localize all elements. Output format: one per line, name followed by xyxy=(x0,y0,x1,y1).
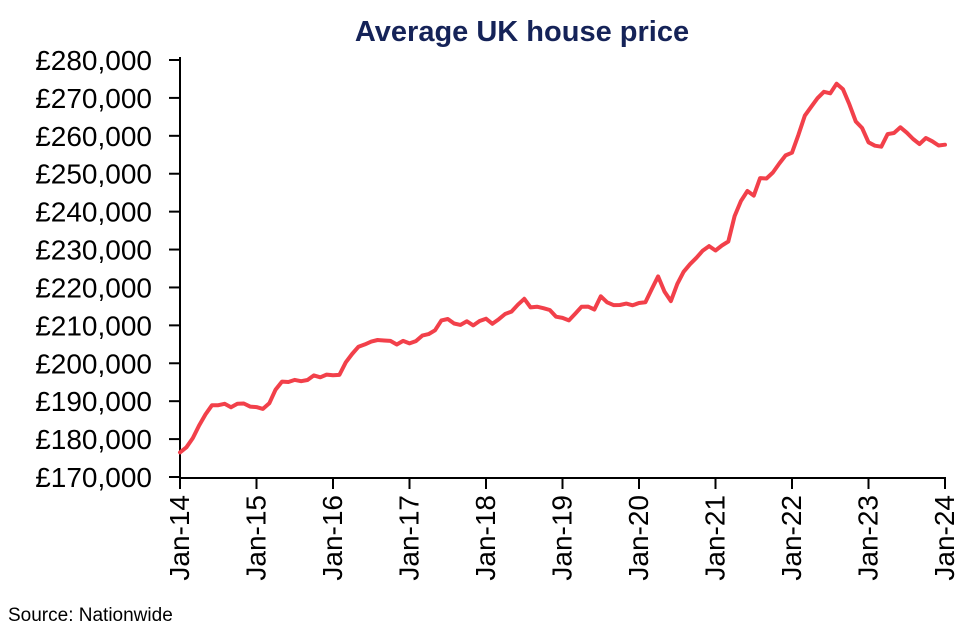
price-line xyxy=(178,81,947,455)
y-tick-label: £210,000 xyxy=(35,310,152,341)
x-tick-label: Jan-15 xyxy=(241,495,272,581)
source-note: Source: Nationwide xyxy=(8,605,173,626)
y-tick-label: £190,000 xyxy=(35,386,152,417)
chart-title: Average UK house price xyxy=(354,16,690,48)
y-tick-label: £200,000 xyxy=(35,348,152,379)
y-tick-label: £270,000 xyxy=(35,83,152,114)
x-tick-label: Jan-14 xyxy=(164,495,195,581)
x-tick-label: Jan-16 xyxy=(317,495,348,581)
x-tick-label: Jan-20 xyxy=(623,495,654,581)
x-tick-label: Jan-21 xyxy=(700,495,731,581)
y-tick-label: £220,000 xyxy=(35,272,152,303)
x-tick-label: Jan-19 xyxy=(547,495,578,581)
x-tick-label: Jan-18 xyxy=(470,495,501,581)
x-tick-label: Jan-17 xyxy=(394,495,425,581)
y-tick-label: £230,000 xyxy=(35,235,152,266)
y-tick-label: £260,000 xyxy=(35,121,152,152)
x-tick-label: Jan-24 xyxy=(929,495,960,581)
y-tick-label: £250,000 xyxy=(35,159,152,190)
y-tick-label: £170,000 xyxy=(35,462,152,493)
y-tick-label: £180,000 xyxy=(35,424,152,455)
x-tick-label: Jan-23 xyxy=(853,495,884,581)
y-tick-label: £280,000 xyxy=(35,45,152,76)
x-tick-label: Jan-22 xyxy=(776,495,807,581)
y-tick-label: £240,000 xyxy=(35,197,152,228)
